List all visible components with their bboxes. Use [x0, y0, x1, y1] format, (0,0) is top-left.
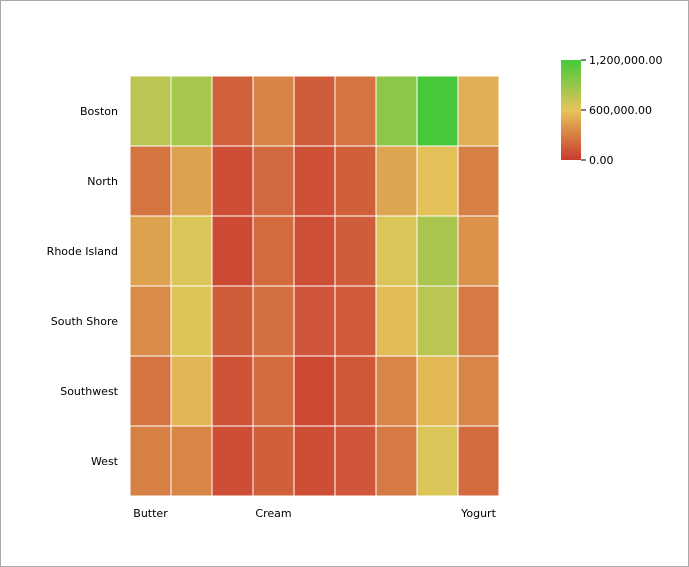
heatmap-cell[interactable] [416, 215, 459, 287]
heatmap-cell[interactable] [252, 355, 295, 427]
heatmap-cell[interactable] [334, 75, 377, 147]
heatmap-cell[interactable] [457, 425, 500, 497]
heatmap-cell[interactable] [211, 145, 254, 217]
heatmap-cell[interactable] [375, 75, 418, 147]
heatmap-cell[interactable] [211, 215, 254, 287]
heatmap-cell[interactable] [129, 145, 172, 217]
heatmap-cell[interactable] [252, 215, 295, 287]
heatmap-cell[interactable] [211, 425, 254, 497]
heatmap-cell[interactable] [334, 215, 377, 287]
row-label: Southwest [60, 385, 118, 398]
colorbar-gradient [561, 60, 581, 160]
column-label: Cream [255, 507, 291, 520]
colorbar-tick-label: 1,200,000.00 [589, 54, 662, 67]
colorbar-tick-label: 0.00 [589, 154, 614, 167]
heatmap-cell[interactable] [170, 75, 213, 147]
heatmap-cell[interactable] [457, 285, 500, 357]
column-label: Yogurt [460, 507, 496, 520]
column-label: Butter [133, 507, 168, 520]
heatmap-cell[interactable] [129, 425, 172, 497]
colorbar: 0.00 600,000.00 1,200,000.00 [561, 54, 662, 167]
column-labels: Butter Cream Yogurt [133, 507, 496, 520]
row-labels: Boston North Rhode Island South Shore Southw… [47, 105, 119, 468]
heatmap-cell[interactable] [293, 355, 336, 427]
heatmap-cell[interactable] [416, 145, 459, 217]
heatmap-cell[interactable] [129, 75, 172, 147]
heatmap-cell[interactable] [416, 355, 459, 427]
heatmap-cell[interactable] [416, 285, 459, 357]
heatmap-cell[interactable] [457, 215, 500, 287]
heatmap-cell[interactable] [375, 215, 418, 287]
heatmap-cell[interactable] [293, 145, 336, 217]
heatmap-cell[interactable] [170, 215, 213, 287]
heatmap-cell[interactable] [416, 75, 459, 147]
heatmap-cell[interactable] [211, 355, 254, 427]
heatmap-cell[interactable] [375, 425, 418, 497]
row-label: Boston [80, 105, 118, 118]
heatmap-cells [129, 75, 500, 497]
heatmap-cell[interactable] [334, 285, 377, 357]
heatmap-cell[interactable] [334, 355, 377, 427]
row-label: West [91, 455, 119, 468]
heatmap-cell[interactable] [416, 425, 459, 497]
heatmap-cell[interactable] [252, 425, 295, 497]
heatmap-cell[interactable] [129, 285, 172, 357]
heatmap-cell[interactable] [334, 145, 377, 217]
colorbar-tick-label: 600,000.00 [589, 104, 652, 117]
row-label: Rhode Island [47, 245, 118, 258]
heatmap-cell[interactable] [170, 425, 213, 497]
heatmap-cell[interactable] [170, 355, 213, 427]
heatmap-cell[interactable] [252, 145, 295, 217]
heatmap-cell[interactable] [375, 145, 418, 217]
heatmap-cell[interactable] [170, 285, 213, 357]
heatmap-cell[interactable] [334, 425, 377, 497]
heatmap-cell[interactable] [129, 215, 172, 287]
heatmap-cell[interactable] [129, 355, 172, 427]
heatmap-cell[interactable] [457, 355, 500, 427]
heatmap-cell[interactable] [170, 145, 213, 217]
heatmap-cell[interactable] [293, 425, 336, 497]
heatmap-cell[interactable] [252, 285, 295, 357]
heatmap-cell[interactable] [211, 75, 254, 147]
heatmap-cell[interactable] [457, 145, 500, 217]
heatmap-cell[interactable] [375, 285, 418, 357]
heatmap-cell[interactable] [375, 355, 418, 427]
row-label: South Shore [51, 315, 118, 328]
heatmap-cell[interactable] [252, 75, 295, 147]
row-label: North [87, 175, 118, 188]
heatmap-cell[interactable] [211, 285, 254, 357]
heatmap-cell[interactable] [293, 215, 336, 287]
heatmap-cell[interactable] [293, 285, 336, 357]
heatmap-cell[interactable] [457, 75, 500, 147]
heatmap-cell[interactable] [293, 75, 336, 147]
